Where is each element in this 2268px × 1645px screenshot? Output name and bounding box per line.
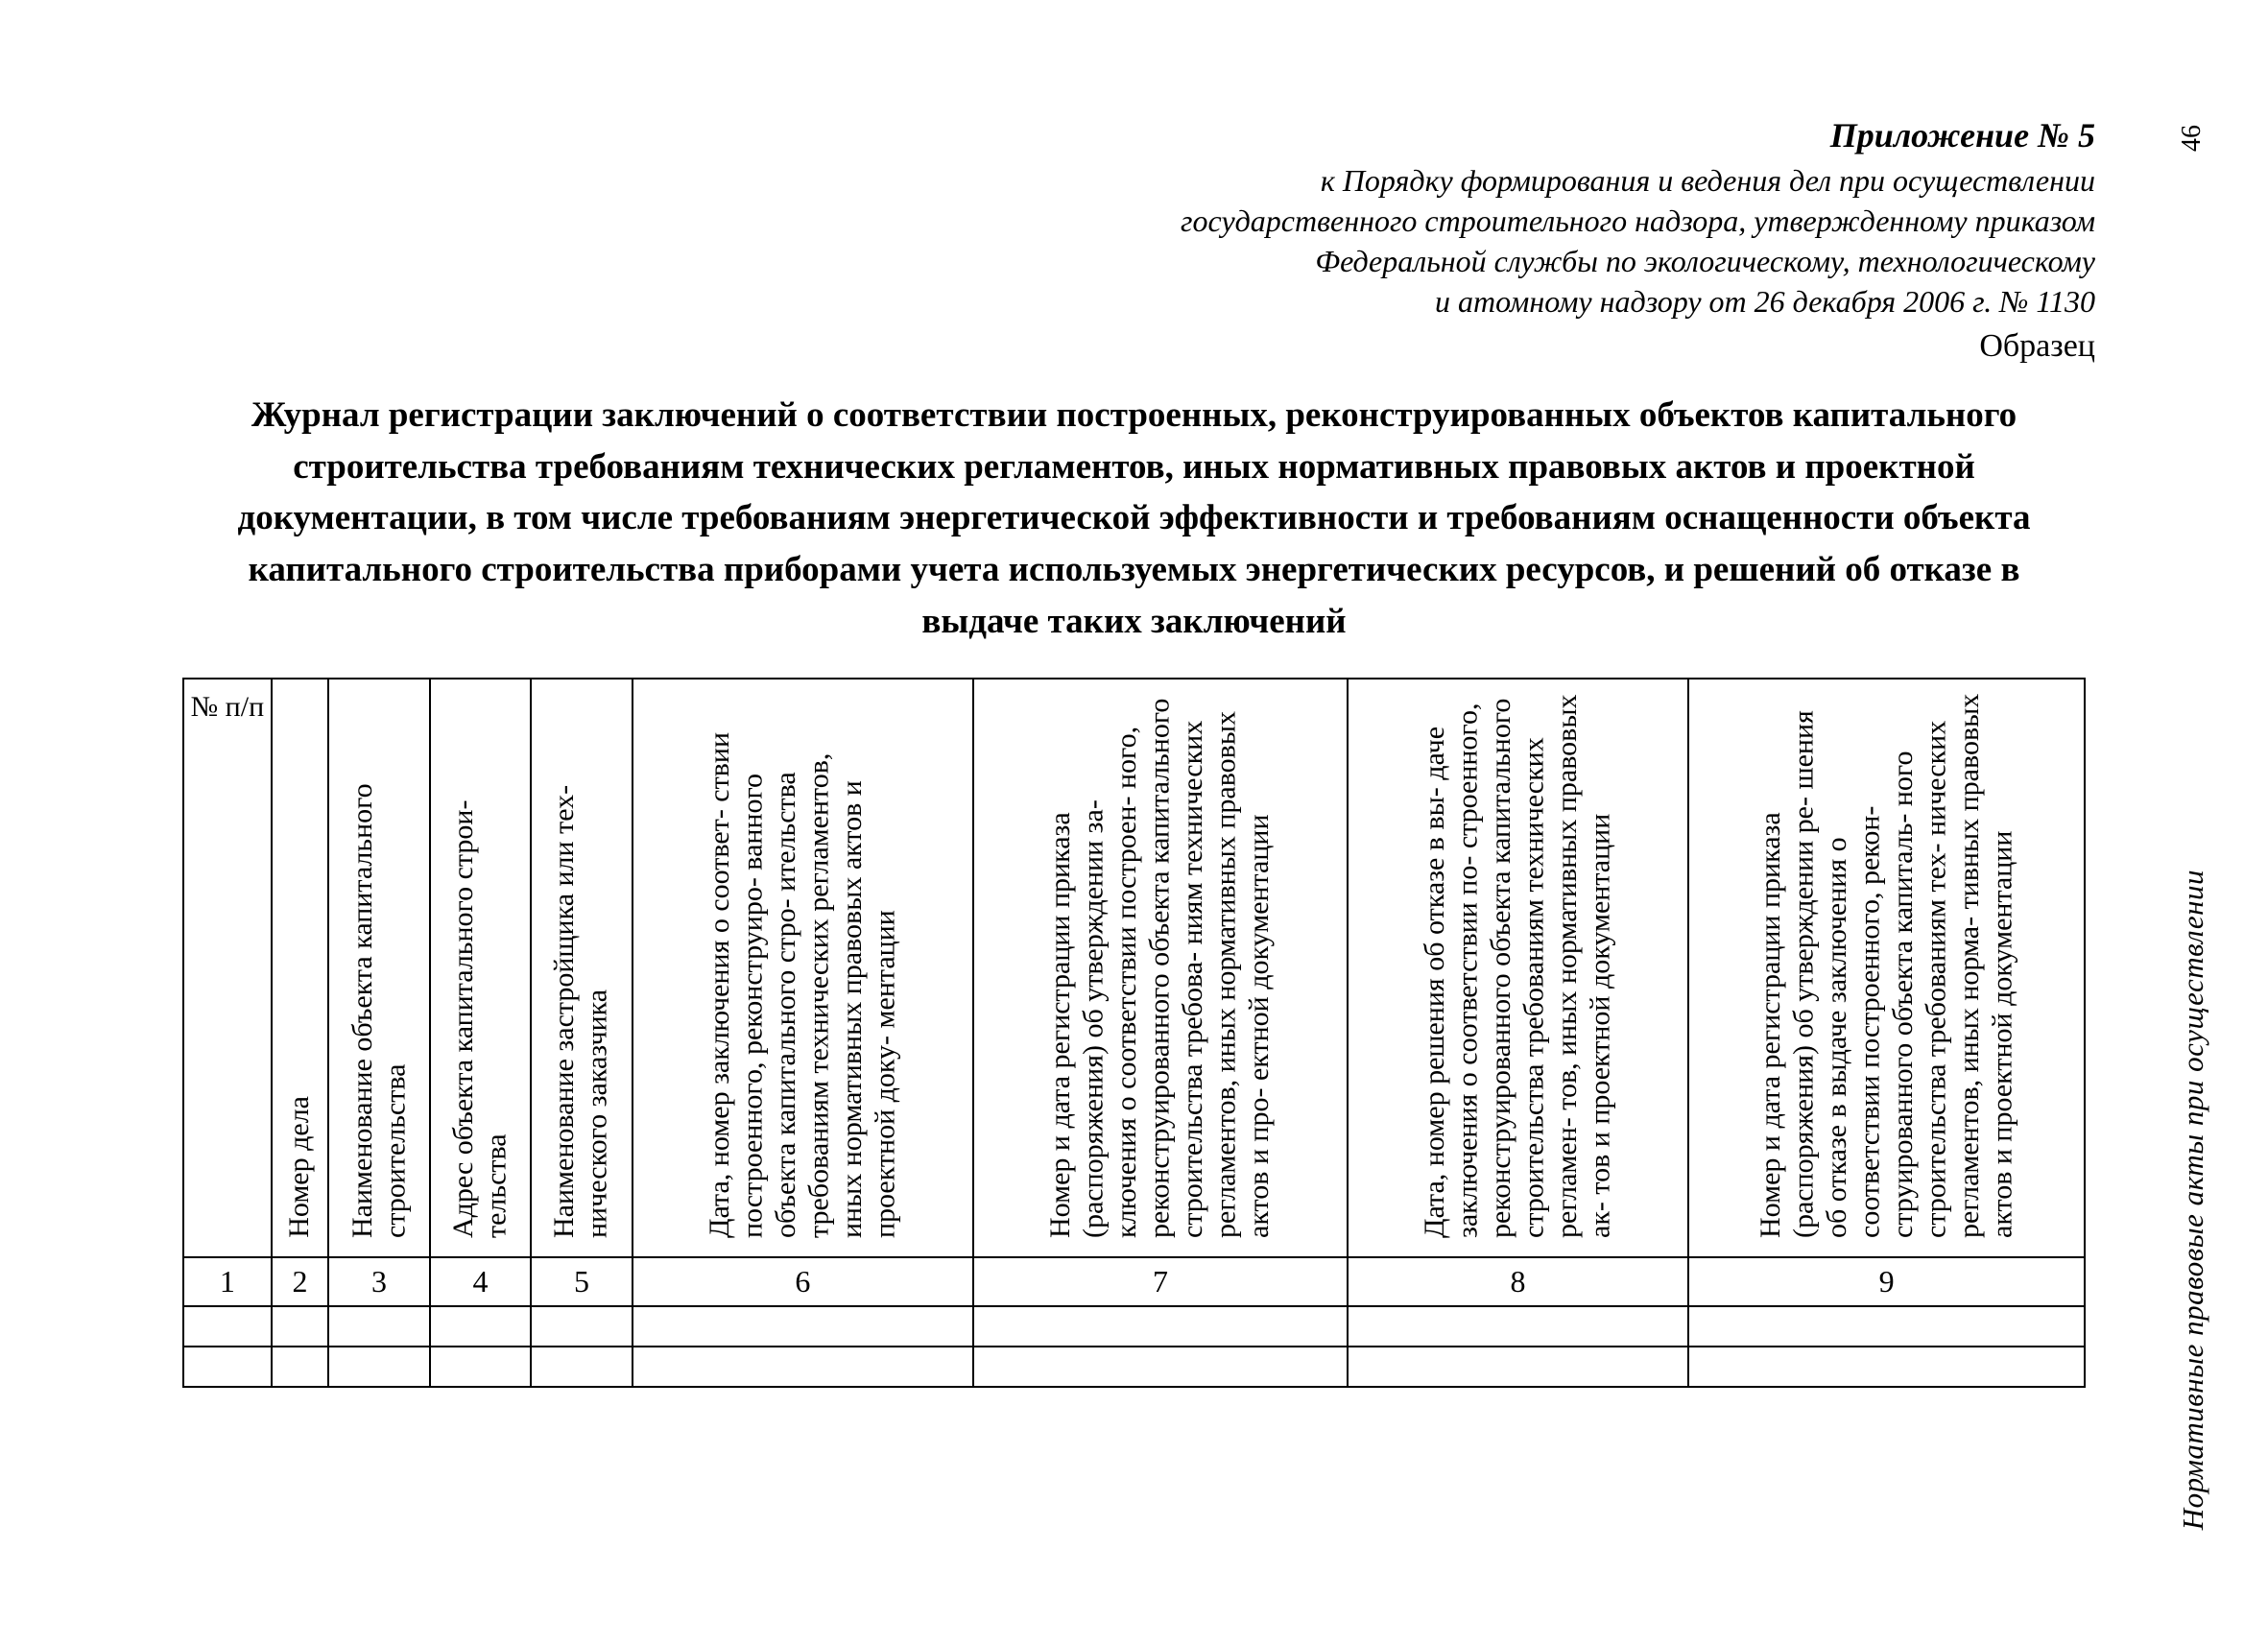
table-cell (1348, 1347, 1688, 1387)
table-cell (973, 1306, 1348, 1347)
page-number: 46 (2177, 125, 2208, 152)
table-cell (272, 1347, 329, 1387)
subtitle-line: государственного строительного надзора, … (173, 202, 2095, 240)
table-cell (430, 1347, 531, 1387)
column-number: 9 (1688, 1257, 2085, 1306)
column-header-text: Наименование застройщика или тех- ническ… (544, 679, 618, 1252)
column-header: Адрес объекта капитального строи- тельст… (430, 679, 531, 1257)
table-cell (531, 1347, 632, 1387)
table-cell (1688, 1306, 2085, 1347)
column-header: Номер и дата регистрации приказа (распор… (1688, 679, 2085, 1257)
journal-title: Журнал регистрации заключений о соответс… (211, 390, 2057, 647)
column-header-text: Дата, номер заключения о соответ- ствии … (700, 679, 906, 1252)
registry-table: № п/п Номер дела Наименование объекта ка… (182, 678, 2086, 1388)
table-cell (183, 1347, 272, 1387)
column-number: 6 (633, 1257, 973, 1306)
table-cell (328, 1347, 429, 1387)
column-header: Номер дела (272, 679, 329, 1257)
appendix-heading: Приложение № 5 (173, 115, 2095, 155)
table-row (183, 1347, 2085, 1387)
column-header-text: Номер и дата регистрации приказа (распор… (1751, 679, 2023, 1252)
table-cell (272, 1306, 329, 1347)
column-header-text: Наименование объекта капитального строит… (343, 679, 417, 1252)
column-number: 4 (430, 1257, 531, 1306)
column-header: Номер и дата регистрации приказа (распор… (973, 679, 1348, 1257)
column-number: 1 (183, 1257, 272, 1306)
column-header-text: Номер и дата регистрации приказа (распор… (1040, 679, 1280, 1252)
column-header: Дата, номер заключения о соответ- ствии … (633, 679, 973, 1257)
column-header: Наименование застройщика или тех- ническ… (531, 679, 632, 1257)
column-number: 3 (328, 1257, 429, 1306)
column-number: 7 (973, 1257, 1348, 1306)
table-cell (430, 1306, 531, 1347)
column-header-text: Номер дела (279, 1083, 321, 1252)
table-row (183, 1306, 2085, 1347)
table-cell (633, 1306, 973, 1347)
table-cell (531, 1306, 632, 1347)
registry-table-container: № п/п Номер дела Наименование объекта ка… (173, 678, 2095, 1388)
column-number: 5 (531, 1257, 632, 1306)
table-number-row: 1 2 3 4 5 6 7 8 9 (183, 1257, 2085, 1306)
column-header-text: Адрес объекта капитального строи- тельст… (443, 679, 517, 1252)
column-header-text: Дата, номер решения об отказе в вы- даче… (1415, 679, 1621, 1252)
subtitle-line: Федеральной службы по экологическому, те… (173, 242, 2095, 280)
subtitle-line: к Порядку формирования и ведения дел при… (173, 161, 2095, 200)
sample-label: Образец (173, 328, 2095, 365)
column-number: 2 (272, 1257, 329, 1306)
table-cell (1688, 1347, 2085, 1387)
table-cell (183, 1306, 272, 1347)
column-number: 8 (1348, 1257, 1688, 1306)
column-header: Дата, номер решения об отказе в вы- даче… (1348, 679, 1688, 1257)
column-header: № п/п (183, 679, 272, 1257)
table-cell (633, 1347, 973, 1387)
table-cell (1348, 1306, 1688, 1347)
column-header-text: № п/п (191, 691, 265, 723)
side-margin-note: Нормативные правовые акты при осуществле… (2176, 870, 2210, 1530)
table-cell (328, 1306, 429, 1347)
table-header-row: № п/п Номер дела Наименование объекта ка… (183, 679, 2085, 1257)
table-cell (973, 1347, 1348, 1387)
column-header: Наименование объекта капитального строит… (328, 679, 429, 1257)
document-page: 46 Нормативные правовые акты при осущест… (0, 0, 2268, 1645)
subtitle-line: и атомному надзору от 26 декабря 2006 г.… (173, 282, 2095, 321)
